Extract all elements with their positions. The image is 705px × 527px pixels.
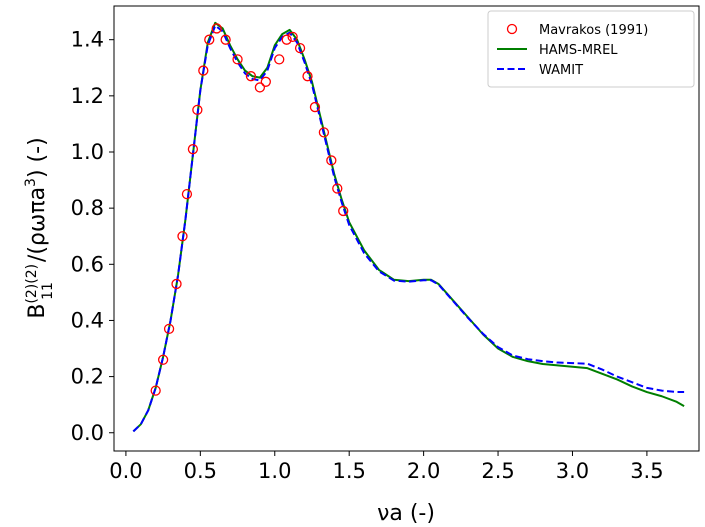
y-tick-label: 0.2 [71,365,104,389]
y-tick-label: 0.0 [71,421,104,445]
legend-label: WAMIT [539,63,583,78]
series-line-wamit [132,24,685,433]
y-tick-label: 1.0 [71,140,104,164]
data-point-mavrakos [150,385,161,396]
legend-marker-0 [506,23,518,35]
plot-frame [113,5,700,452]
x-axis-label: νa (-) [377,501,435,526]
data-point-mavrakos [220,34,231,45]
data-point-mavrakos [326,155,337,166]
legend: Mavrakos (1991) HAMS-MREL WAMIT [487,10,695,88]
data-point-mavrakos [187,144,199,155]
x-axis: 0.0 0.5 1.0 1.5 2.0 2.5 3.0 3.5 [109,451,664,483]
data-point-mavrakos [177,231,188,242]
data-point-mavrakos [254,82,266,93]
data-point-mavrakos [181,188,193,200]
x-tick-label: 1.0 [258,459,291,483]
y-axis-label-main: B [25,304,50,319]
x-tick-label: 2.0 [407,459,440,483]
data-point-mavrakos [198,65,209,76]
data-point-mavrakos [232,54,243,65]
x-tick-label: 3.0 [556,459,589,483]
y-axis-label-superscript: (2)(2) [24,264,40,304]
data-point-mavrakos [204,34,215,45]
y-axis-label-denominator: /(ρωπa [25,187,50,262]
y-axis-label-subscript: 11 [40,282,56,300]
data-point-mavrakos [287,31,298,43]
x-tick-label: 1.5 [332,459,365,483]
data-point-mavrakos [245,71,257,82]
y-tick-label: 1.2 [71,84,104,108]
legend-label: Mavrakos (1991) [539,23,648,38]
data-point-mavrakos [332,183,343,194]
data-point-mavrakos [260,76,271,87]
x-tick-label: 2.5 [481,459,514,483]
data-point-mavrakos [171,278,182,290]
legend-frame [487,10,695,88]
y-tick-label: 0.6 [71,252,104,276]
legend-label: HAMS-MREL [539,43,618,58]
y-axis-label-power: 3 [23,178,39,187]
data-point-mavrakos [157,354,169,365]
data-point-mavrakos [163,323,175,335]
data-point-mavrakos [309,101,321,113]
data-point-mavrakos [281,34,292,45]
x-tick-label: 0.0 [109,459,142,483]
y-tick-label: 0.8 [71,196,104,220]
x-tick-label: 3.5 [630,459,663,483]
data-point-mavrakos [192,104,203,116]
series-layer [132,21,685,433]
data-point-mavrakos [274,54,285,65]
data-point-mavrakos [294,42,306,54]
x-tick-label: 0.5 [184,459,217,483]
data-point-mavrakos [211,23,222,34]
y-tick-label: 0.4 [71,308,104,332]
data-point-mavrakos [302,71,313,82]
y-tick-label: 1.4 [71,28,104,52]
data-point-mavrakos [318,127,330,138]
y-axis: 0.0 0.2 0.4 0.6 0.8 1.0 1.2 1.4 [71,28,114,445]
y-axis-label: B(2)(2)11 /(ρωπa3) (-) [23,137,56,318]
y-axis-label-tail: ) (-) [25,137,50,178]
data-point-mavrakos [338,205,349,217]
